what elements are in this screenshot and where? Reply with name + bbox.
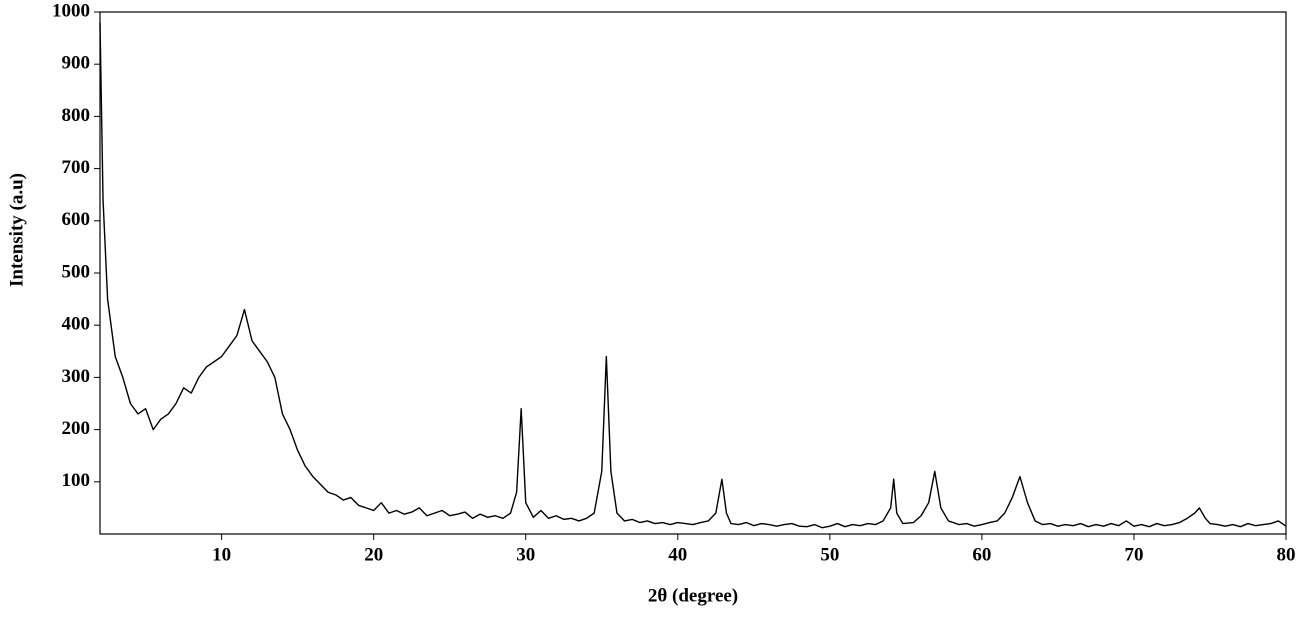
plot-frame [99,11,1287,535]
x-axis-title: 2θ (degree) [648,585,738,606]
y-tick-label: 700 [62,157,91,178]
y-tick-label: 900 [62,53,91,74]
data-line [99,22,1287,529]
y-tick-label: 500 [62,261,91,282]
y-tick-label: 1000 [52,0,90,21]
y-tick-label: 200 [62,418,91,439]
y-tick-label: 800 [62,105,91,126]
y-tick-label: 400 [62,314,91,335]
x-tick-label: 70 [1124,544,1143,565]
y-tick-label: 100 [62,470,91,491]
x-tick-label: 60 [972,544,991,565]
y-axis-title: Intensity (a.u) [6,173,27,287]
x-tick-label: 10 [212,544,231,565]
y-tick-label: 300 [62,366,91,387]
x-tick-label: 50 [820,544,839,565]
x-tick-label: 30 [516,544,535,565]
x-tick-label: 40 [668,544,687,565]
y-tick-label: 600 [62,209,91,230]
x-tick-label: 20 [364,544,383,565]
x-tick-label: 80 [1277,544,1296,565]
